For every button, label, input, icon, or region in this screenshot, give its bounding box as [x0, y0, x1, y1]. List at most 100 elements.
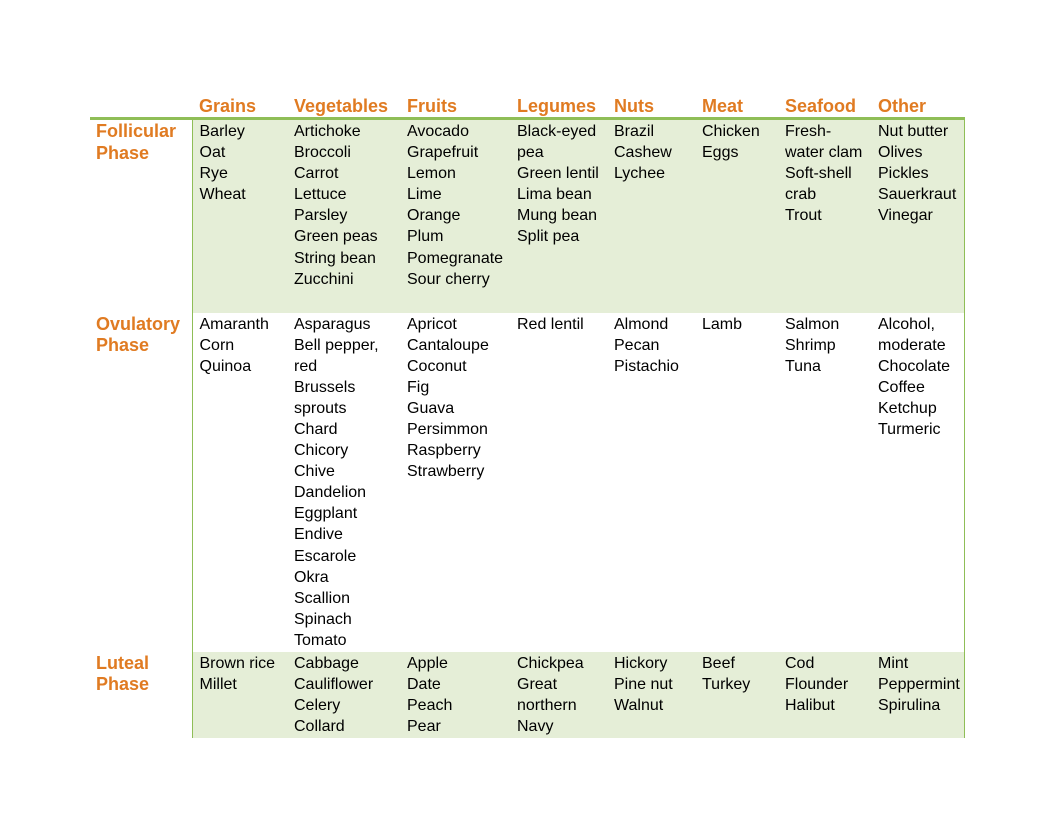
food-item: Oat: [199, 144, 226, 162]
food-item: Artichoke: [294, 123, 361, 140]
food-item: Trout: [785, 207, 822, 225]
food-cell-seafood: Fresh-water clam Soft-shell crab Trout: [778, 118, 871, 313]
food-item: Brazil: [614, 123, 655, 140]
food-item: Tomato: [294, 631, 347, 649]
food-item: Split pea: [517, 228, 580, 246]
food-item: Lima bean: [517, 186, 592, 204]
food-cell-grains: Amaranth Corn Quinoa: [191, 312, 287, 652]
food-item: Amaranth: [199, 315, 269, 333]
food-item: Grapefruit: [407, 144, 479, 162]
food-item: Cashew: [614, 144, 672, 162]
food-item: Raspberry: [407, 442, 481, 460]
food-item: Wheat: [199, 186, 246, 204]
food-cell-other: Mint Peppermint Spirulina: [871, 651, 965, 738]
food-item: Escarole: [294, 547, 357, 565]
food-item: Black-eyed: [517, 123, 597, 140]
food-item: Orange: [407, 207, 461, 225]
food-item: Collard: [294, 717, 345, 735]
food-item: Pear: [407, 717, 441, 735]
food-cell-seafood: Salmon Shrimp Tuna: [778, 313, 871, 652]
food-item: Fig: [407, 378, 430, 396]
food-item: Turmeric: [878, 420, 941, 438]
food-item: Chocolate: [878, 357, 951, 375]
food-item: Salmon: [785, 315, 840, 333]
food-item: Bell pepper,: [294, 336, 379, 354]
food-item: Guava: [407, 399, 455, 417]
food-cell-vegetables: Asparagus Bell pepper, red Brussels sprouts C…: [287, 313, 400, 652]
food-item: northern: [517, 696, 577, 714]
header-corner: [90, 96, 192, 120]
food-item: String bean: [294, 249, 376, 267]
phase-label: Follicular Phase: [90, 119, 192, 313]
food-item: Nut butter: [878, 123, 949, 140]
food-item: Green lentil: [517, 165, 599, 183]
food-item: Lamb: [702, 315, 743, 333]
food-cell-legumes: Black-eyed pea Green lentil Lima bean Mung b…: [510, 118, 607, 313]
food-item: Brussels: [294, 378, 356, 396]
food-item: Chicken: [702, 123, 760, 140]
food-item: Scallion: [294, 589, 351, 607]
food-item: Cauliflower: [294, 675, 374, 693]
phase-label-line: Phase: [96, 335, 150, 355]
food-cell-grains: Brown rice Millet: [191, 651, 287, 738]
column-header-legumes: Legumes: [510, 96, 607, 120]
food-item: Navy: [517, 717, 554, 735]
food-item: Peppermint: [878, 675, 960, 693]
food-item: Broccoli: [294, 144, 351, 162]
food-item: Barley: [199, 123, 245, 140]
food-item: Ketchup: [878, 399, 937, 417]
phase-label: Ovulatory Phase: [90, 313, 192, 652]
food-item: Alcohol,: [878, 315, 935, 333]
food-cell-fruits: Apple Date Peach Pear: [400, 651, 510, 738]
food-item: Pistachio: [614, 357, 679, 375]
column-header-vegetables: Vegetables: [287, 96, 400, 120]
food-item: Soft-shell: [785, 165, 852, 183]
food-item: Flounder: [785, 675, 849, 693]
food-item: Pomegranate: [407, 249, 504, 267]
food-cell-meat: Chicken Eggs: [695, 118, 778, 313]
column-header-meat: Meat: [695, 96, 778, 120]
food-item: Peach: [407, 696, 453, 714]
food-cell-other: Nut butter Olives Pickles Sauerkraut Vinegar: [871, 118, 965, 313]
phase-label-line: Luteal: [96, 652, 150, 673]
food-item: Lemon: [407, 165, 456, 183]
phase-row-ovulatory: Ovulatory Phase Amaranth Corn Quinoa Asparagu…: [90, 312, 965, 652]
food-item: Cabbage: [294, 654, 359, 672]
phase-label: Luteal Phase: [90, 652, 192, 738]
food-item: Hickory: [614, 654, 668, 672]
food-item: Dandelion: [294, 484, 367, 502]
food-cell-seafood: Cod Flounder Halibut: [778, 651, 871, 738]
food-cell-fruits: Apricot Cantaloupe Coconut Fig Guava Persimmo…: [400, 313, 510, 652]
food-item: Asparagus: [294, 315, 371, 333]
food-item: Shrimp: [785, 336, 836, 354]
food-item: Lettuce: [294, 186, 347, 204]
header-row: Grains Vegetables Fruits Legumes Nuts Meat Sea…: [90, 96, 964, 120]
food-cell-meat: Lamb: [695, 313, 778, 652]
food-item: Olives: [878, 144, 923, 162]
column-header-seafood: Seafood: [778, 96, 871, 120]
food-item: Chive: [294, 463, 335, 481]
food-item: Spinach: [294, 610, 352, 628]
food-item: Great: [517, 675, 558, 693]
food-item: Coconut: [407, 357, 467, 375]
food-cell-legumes: Chickpea Great northern Navy: [510, 651, 607, 738]
food-item: Sour cherry: [407, 270, 490, 288]
food-item: Brown rice: [199, 654, 276, 672]
food-item: red: [294, 357, 318, 375]
food-item: Cod: [785, 654, 815, 672]
phase-label-line: Follicular: [96, 121, 177, 141]
food-item: Mung bean: [517, 207, 598, 225]
food-item: moderate: [878, 336, 946, 354]
food-item: Persimmon: [407, 420, 488, 438]
phase-label-line: Ovulatory: [96, 313, 181, 334]
food-item: Plum: [407, 228, 444, 246]
food-cell-vegetables: Artichoke Broccoli Carrot Lettuce Parsley Gre…: [287, 118, 400, 313]
food-item: Avocado: [407, 123, 469, 140]
food-cell-nuts: Almond Pecan Pistachio: [607, 313, 695, 652]
food-cell-nuts: Hickory Pine nut Walnut: [607, 651, 695, 738]
column-header-other: Other: [871, 96, 964, 120]
phase-label-line: Phase: [96, 674, 150, 694]
food-cell-nuts: Brazil Cashew Lychee: [607, 118, 695, 313]
food-item: Spirulina: [878, 696, 941, 714]
food-item: Okra: [294, 568, 329, 586]
